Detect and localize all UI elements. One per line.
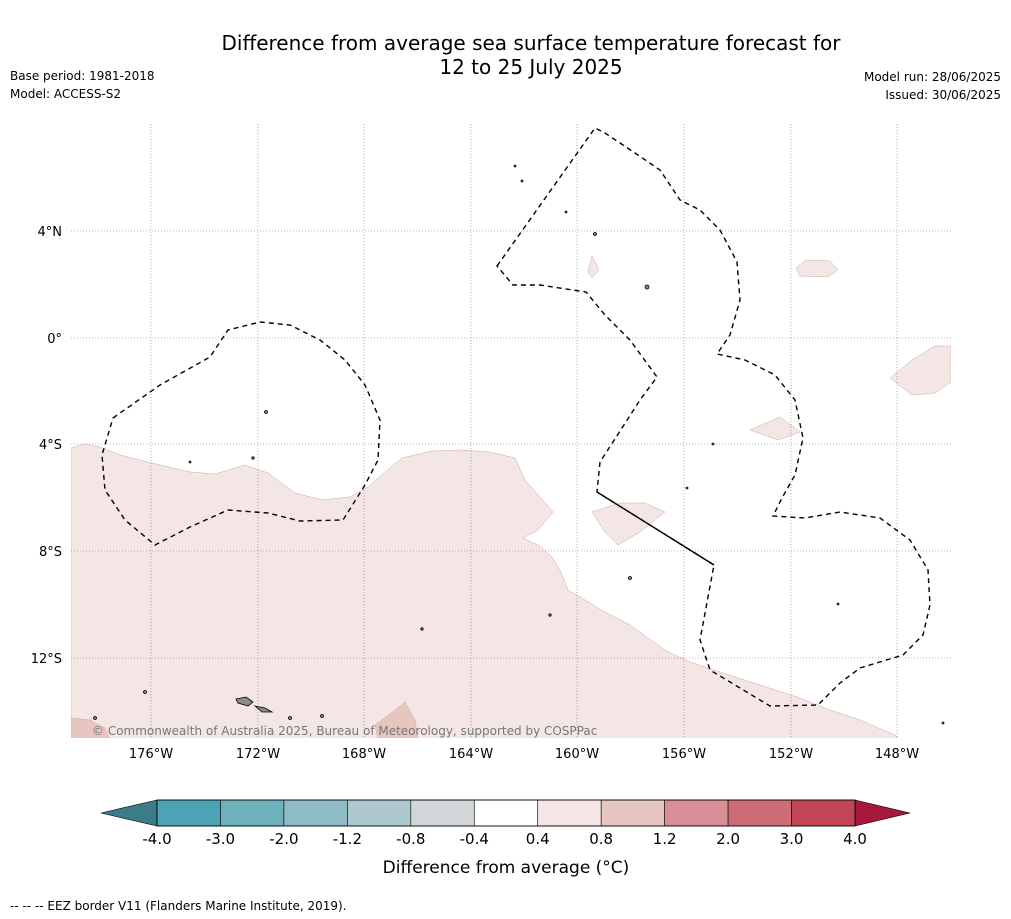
islands (93, 164, 945, 725)
eez-solid-segment (596, 491, 715, 566)
lon-label-156w: 156°W (662, 747, 706, 762)
lon-label-148w: 148°W (875, 747, 919, 762)
anomaly-patch-2 (749, 416, 801, 441)
colorbar-tick-label: 0.4 (526, 830, 550, 848)
colorbar-tick-label: 3.0 (780, 830, 804, 848)
colorbar-tick-label: -2.0 (269, 830, 298, 848)
lat-label-4n: 4°N (38, 225, 63, 240)
anomaly-patch-5 (587, 255, 600, 279)
anomaly-patch-4 (795, 259, 839, 278)
anomaly-patch-s (374, 701, 418, 738)
page-title: Difference from average sea surface temp… (0, 31, 1011, 79)
colorbar-over-arrow (854, 799, 911, 827)
model-run: Model run: 28/06/2025 (863, 70, 1001, 84)
eez-borders (101, 127, 931, 707)
colorbar-tick-label: -0.8 (396, 830, 425, 848)
title-line-2: 12 to 25 July 2025 (439, 55, 623, 79)
anomaly-patch-sw (71, 717, 110, 738)
colorbar-segment (473, 799, 539, 827)
lat-label-0: 0° (47, 332, 62, 347)
colorbar-segment (664, 799, 729, 827)
colorbar-segment (410, 799, 475, 827)
colorbar-segment (600, 799, 665, 827)
colorbar-segment (220, 799, 285, 827)
anomaly-region-south (71, 443, 899, 738)
lon-label-172w: 172°W (236, 747, 280, 762)
lon-label-160w: 160°W (555, 747, 599, 762)
colorbar-segment (347, 799, 412, 827)
lon-label-168w: 168°W (342, 747, 386, 762)
colorbar-tick-label: 0.8 (589, 830, 613, 848)
map-panel: © Commonwealth of Australia 2025, Bureau… (31, 124, 951, 762)
latitude-labels: 4°N 0° 4°S 8°S 12°S (31, 225, 62, 667)
colorbar-tick-label: -1.2 (333, 830, 362, 848)
lon-label-164w: 164°W (449, 747, 493, 762)
colorbar-segment (283, 799, 348, 827)
colorbar-tick-label: -3.0 (206, 830, 235, 848)
model-name: Model: ACCESS-S2 (10, 87, 122, 101)
lon-label-176w: 176°W (129, 747, 173, 762)
longitude-labels: 176°W 172°W 168°W 164°W 160°W 156°W 152°… (129, 747, 919, 762)
lon-label-152w: 152°W (769, 747, 813, 762)
colorbar-segment (727, 799, 792, 827)
colorbar-frame (156, 799, 856, 827)
base-period: Base period: 1981-2018 (10, 69, 155, 83)
colorbar-label: Difference from average (°C) (383, 858, 630, 878)
gridlines (71, 124, 951, 738)
colorbar-tick-label: -0.4 (460, 830, 489, 848)
title-line-1: Difference from average sea surface temp… (221, 31, 841, 55)
issued-date: Issued: 30/06/2025 (885, 88, 1001, 102)
island-samoa-2 (253, 705, 274, 713)
anomaly-patch-3 (889, 345, 951, 396)
colorbar-segment (791, 799, 856, 827)
anomaly-patch-1 (591, 502, 666, 546)
colorbar-segment (537, 799, 602, 827)
colorbar-tick-label: -4.0 (142, 830, 171, 848)
run-info: Model run: 28/06/2025 Issued: 30/06/2025 (864, 68, 1001, 104)
colorbar-under-arrow (100, 799, 158, 827)
colorbar-tick-label: 4.0 (843, 830, 867, 848)
colorbar: -4.0 -3.0 -2.0 -1.2 -0.8 -0.4 0.4 0.8 1.2 2.0 3.0 4… (100, 799, 911, 878)
colorbar-segment (156, 799, 221, 827)
island-samoa-1 (235, 696, 254, 707)
colorbar-tick-label: 2.0 (716, 830, 740, 848)
lat-label-12s: 12°S (31, 652, 62, 667)
copyright-notice: © Commonwealth of Australia 2025, Bureau… (92, 724, 597, 738)
colorbar-tick-label: 1.2 (653, 830, 677, 848)
lat-label-8s: 8°S (39, 545, 62, 560)
eez-legend-note: -- -- -- EEZ border V11 (Flanders Marine… (10, 899, 347, 913)
model-info: Base period: 1981-2018 Model: ACCESS-S2 (10, 67, 155, 103)
lat-label-4s: 4°S (39, 438, 62, 453)
